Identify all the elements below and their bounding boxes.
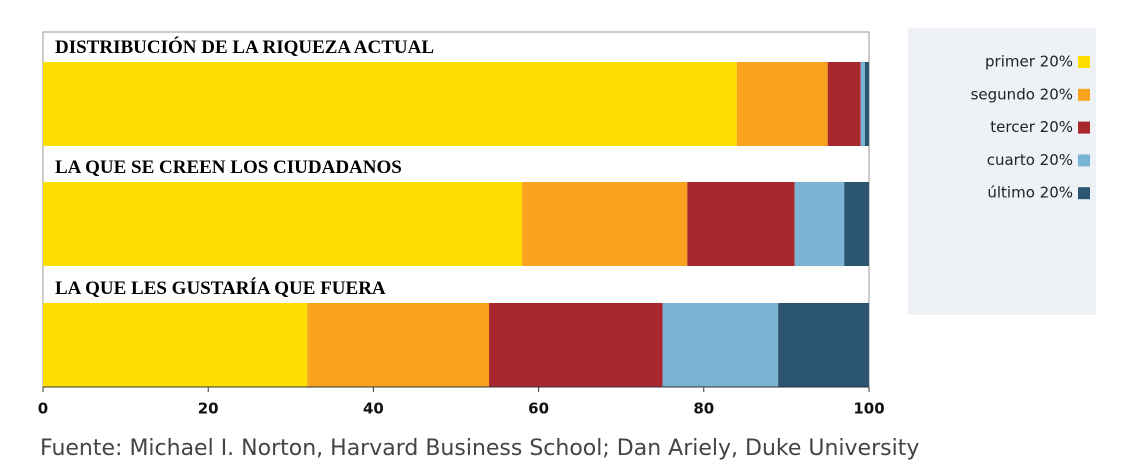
legend-label: tercer 20% [990, 118, 1073, 136]
legend-label: segundo 20% [971, 85, 1073, 103]
legend-swatch [1078, 154, 1090, 167]
bar-segment [307, 303, 490, 387]
source: Fuente: Michael I. Norton, Harvard Busin… [40, 436, 919, 461]
legend-swatch [1078, 187, 1090, 200]
legend-swatch [1078, 56, 1090, 68]
legend-swatch [1078, 121, 1090, 134]
category-label: LA QUE LES GUSTARÍA QUE FUERA [55, 277, 386, 299]
bar-segment [827, 62, 861, 146]
legend-label: primer 20% [985, 53, 1073, 71]
bar-segment [778, 303, 869, 387]
legend-swatch [1078, 88, 1090, 101]
x-tick-label: 60 [528, 400, 549, 418]
x-tick-label: 0 [38, 400, 48, 418]
x-tick-label: 40 [363, 400, 384, 418]
legend-label: último 20% [987, 184, 1073, 202]
legend-box [908, 28, 1096, 315]
bar-segment [864, 62, 869, 146]
category-label: LA QUE SE CREEN LOS CIUDADANOS [55, 157, 402, 178]
bar-segment [794, 182, 845, 266]
bar-segment [736, 62, 828, 146]
bar-segment [687, 182, 795, 266]
bar-segment [43, 182, 523, 266]
x-tick-label: 100 [853, 400, 884, 418]
bar-segment [844, 182, 869, 266]
bar-segment [662, 303, 779, 387]
x-tick-label: 80 [693, 400, 714, 418]
bar-segment [489, 303, 663, 387]
bar-segment [43, 62, 737, 146]
bar-segment [522, 182, 688, 266]
legend-label: cuarto 20% [987, 151, 1073, 169]
x-tick-label: 20 [198, 400, 219, 418]
bar-segment [860, 62, 865, 146]
bar-segment [43, 303, 308, 387]
category-label: DISTRIBUCIÓN DE LA RIQUEZA ACTUAL [55, 36, 434, 58]
